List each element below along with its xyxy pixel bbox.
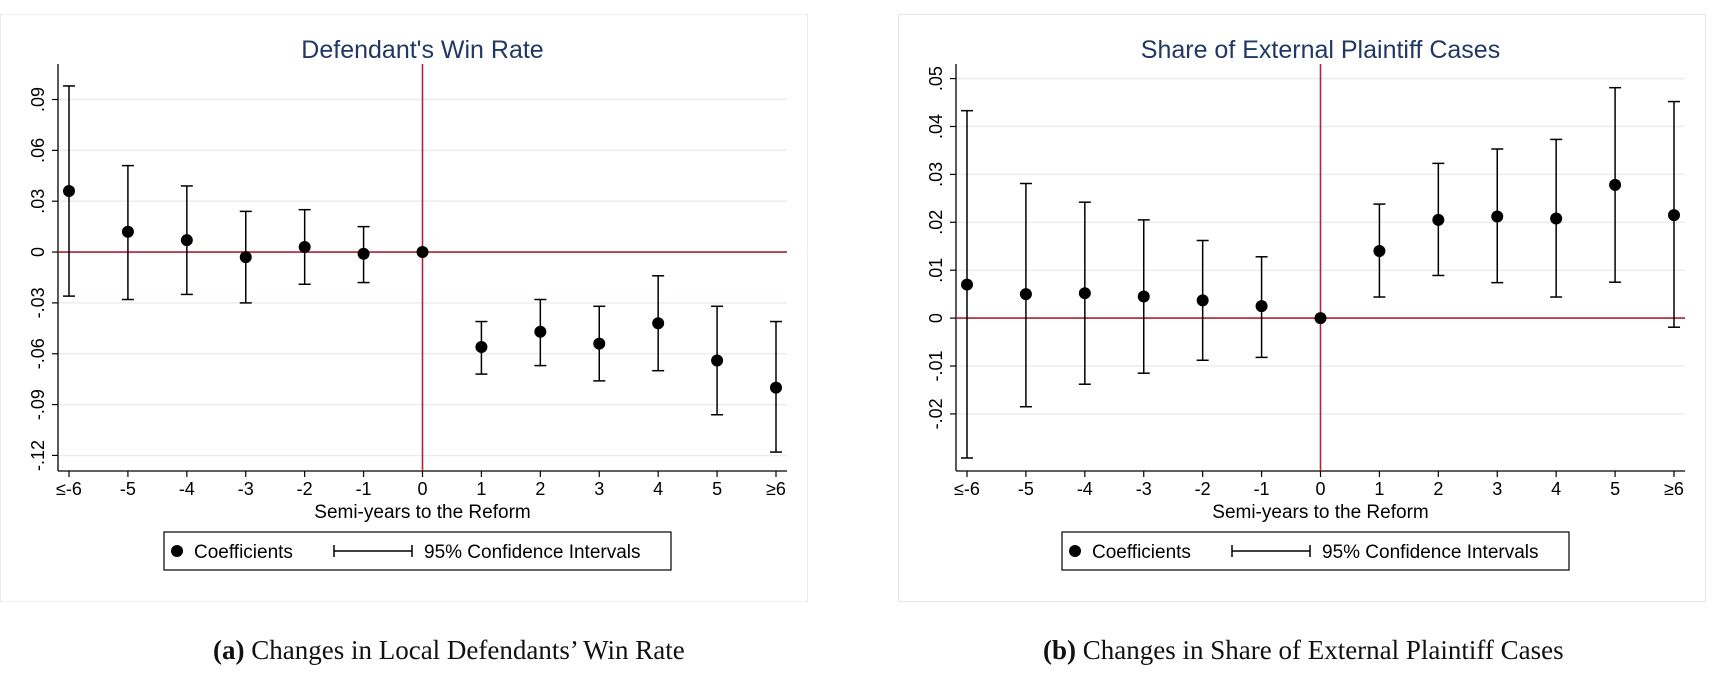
coefficient-point: [1314, 312, 1327, 325]
coefficient-point: [416, 246, 429, 259]
x-tick-label: 2: [535, 479, 545, 499]
chart-title: Share of External Plaintiff Cases: [1141, 36, 1500, 64]
y-tick-label: .04: [926, 114, 946, 139]
y-tick-label: .03: [28, 189, 48, 214]
x-tick-label: -5: [120, 479, 136, 499]
x-tick-label: 5: [1610, 479, 1620, 499]
caption-label: (a): [213, 635, 245, 665]
x-tick-label: 0: [417, 479, 427, 499]
x-axis-title: Semi-years to the Reform: [1212, 502, 1428, 523]
coefficient-point: [1373, 245, 1386, 258]
x-axis-title: Semi-years to the Reform: [314, 502, 530, 523]
coefficient-point: [63, 185, 75, 198]
legend-box: [1061, 531, 1570, 571]
x-tick-label: 4: [653, 479, 663, 499]
coefficient-point: [534, 325, 547, 338]
y-tick-label: -.12: [28, 440, 48, 471]
x-tick-label: -4: [179, 479, 195, 499]
y-tick-label: -.03: [28, 287, 48, 318]
y-tick-label: .06: [28, 138, 48, 163]
x-tick-label: ≤-6: [954, 479, 980, 499]
coefficient-point: [1196, 294, 1209, 307]
x-tick-label: 5: [712, 479, 722, 499]
coefficient-point: [298, 240, 311, 253]
legend-coefficient-marker: [1069, 545, 1081, 557]
x-tick-label: ≥6: [766, 479, 786, 499]
y-tick-label: -.02: [926, 398, 946, 429]
y-tick-label: 0: [926, 313, 946, 323]
x-tick-label: 4: [1551, 479, 1561, 499]
coefficient-point: [593, 337, 606, 350]
caption-text: Changes in Local Defendants’ Win Rate: [251, 635, 685, 665]
legend-label-ci: 95% Confidence Intervals: [424, 542, 641, 563]
caption-b: (b) Changes in Share of External Plainti…: [1043, 635, 1564, 666]
coefficient-point: [475, 340, 488, 353]
y-tick-label: -.06: [28, 338, 48, 369]
coefficient-point: [1078, 287, 1091, 300]
coefficient-point: [1137, 290, 1150, 303]
coefficient-point: [1491, 210, 1504, 223]
figure-panel-b: Share of External Plaintiff Cases .05 .04.…: [898, 14, 1706, 602]
x-tick-label: -2: [1195, 479, 1211, 499]
coefficient-point: [1550, 212, 1563, 225]
chart-title: Defendant's Win Rate: [301, 36, 543, 64]
legend-coefficient-marker: [171, 545, 183, 557]
legend-label-coefficients: Coefficients: [194, 542, 293, 563]
coefficient-point: [121, 225, 134, 238]
coefficient-point: [357, 247, 370, 260]
x-tick-label: 1: [476, 479, 486, 499]
y-tick-label: -.01: [926, 350, 946, 381]
figure-panel-a: Defendant's Win Rate .09 .06 .03 0 -.03 -.06 -.…: [0, 14, 808, 602]
coefficient-point: [1609, 178, 1622, 191]
x-tick-label: -2: [297, 479, 313, 499]
coefficient-point: [1255, 300, 1268, 313]
y-tick-label: .09: [28, 87, 48, 112]
coefficient-point: [711, 354, 724, 367]
y-tick-label: .01: [926, 258, 946, 283]
chart-win-rate: Defendant's Win Rate .09 .06 .03 0 -.03 -.06 -.…: [28, 36, 787, 571]
x-tick-label: -1: [1254, 479, 1270, 499]
x-tick-label: 2: [1433, 479, 1443, 499]
caption-label: (b): [1043, 635, 1076, 665]
legend-label-coefficients: Coefficients: [1092, 542, 1191, 563]
y-tick-label: .05: [926, 66, 946, 91]
y-tick-label: -.09: [28, 389, 48, 420]
x-tick-label: -5: [1018, 479, 1034, 499]
x-tick-label: 3: [1492, 479, 1502, 499]
coefficient-point: [180, 234, 193, 247]
x-tick-label: 0: [1315, 479, 1325, 499]
caption-text: Changes in Share of External Plaintiff C…: [1082, 635, 1564, 665]
legend-label-ci: 95% Confidence Intervals: [1322, 542, 1539, 563]
x-tick-label: -1: [356, 479, 372, 499]
x-tick-label: ≤-6: [56, 479, 82, 499]
y-tick-label: .02: [926, 210, 946, 235]
x-tick-label: -3: [1136, 479, 1152, 499]
x-tick-label: ≥6: [1664, 479, 1684, 499]
panel-frame: [898, 14, 1706, 602]
coefficient-point: [239, 251, 252, 264]
x-tick-label: -4: [1077, 479, 1093, 499]
chart-external-plaintiff: Share of External Plaintiff Cases .05 .04.…: [926, 36, 1685, 571]
coefficient-point: [770, 381, 782, 394]
x-tick-label: -3: [238, 479, 254, 499]
y-tick-label: 0: [28, 247, 48, 257]
coefficient-point: [1668, 209, 1680, 222]
legend-box: [163, 531, 672, 571]
coefficient-point: [1019, 288, 1032, 301]
x-tick-label: 1: [1374, 479, 1384, 499]
coefficient-point: [961, 278, 973, 291]
x-tick-label: 3: [594, 479, 604, 499]
caption-a: (a) Changes in Local Defendants’ Win Rat…: [213, 635, 685, 666]
panel-frame: [0, 14, 808, 602]
y-tick-label: .03: [926, 162, 946, 187]
coefficient-point: [652, 317, 665, 330]
coefficient-point: [1432, 213, 1445, 226]
